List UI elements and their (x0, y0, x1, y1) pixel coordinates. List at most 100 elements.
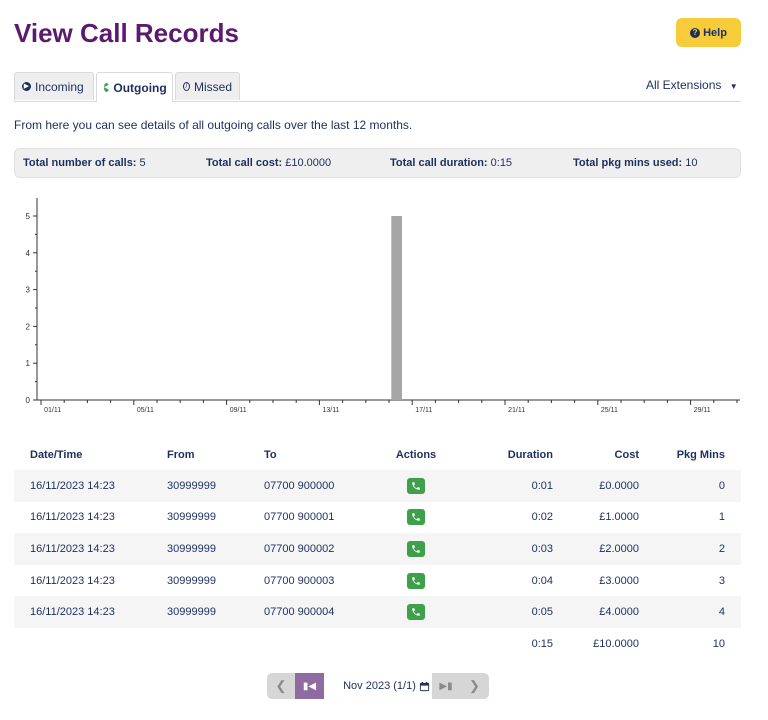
step-forward-icon: ▶▮ (439, 680, 453, 692)
x-tick-label: 13/11 (323, 407, 340, 414)
cell-pkg-mins: 1 (718, 511, 725, 524)
table-row: 16/11/2023 14:23 30999999 07700 900003 0… (14, 565, 741, 597)
calendar-icon (419, 681, 429, 691)
cell-duration: 0:05 (531, 606, 553, 619)
cell-duration: 0:01 (531, 479, 553, 492)
x-tick-label: 21/11 (508, 407, 525, 414)
cell-cost: £3.0000 (599, 574, 639, 587)
total-pkg-mins: 10 (712, 637, 725, 650)
pagination: ❮ ▮◀ Nov 2023 (1/1) ▶▮ ❯ (267, 673, 489, 699)
cell-actions (381, 596, 451, 628)
extension-dropdown[interactable]: All Extensions ▼ (646, 78, 738, 92)
cell-empty (381, 628, 451, 660)
summary-bar: Total number of calls: 5 Total call cost… (14, 148, 741, 178)
phone-call-button[interactable] (407, 477, 425, 494)
col-header-pkg-mins[interactable]: Pkg Mins (676, 449, 725, 461)
summary-value: 0:15 (490, 157, 513, 169)
help-label: Help (703, 26, 727, 39)
phone-icon (412, 545, 420, 553)
cell-datetime: 16/11/2023 14:23 (30, 542, 115, 555)
cell-empty (14, 628, 167, 660)
table-row: 16/11/2023 14:23 30999999 07700 900004 0… (14, 596, 741, 628)
summary-label: Total pkg mins used: (573, 157, 683, 169)
x-tick-label: 25/11 (601, 407, 618, 414)
summary-value: 5 (139, 157, 146, 169)
last-page-button[interactable]: ▶▮ (432, 673, 460, 699)
chevron-right-icon: ❯ (469, 678, 480, 693)
cell-from: 30999999 (167, 574, 216, 587)
call-records-table: Date/Time From To Actions Duration Cost … (14, 440, 741, 660)
cell-to: 07700 900001 (264, 511, 335, 524)
cell-from: 30999999 (167, 479, 216, 492)
summary-value: 10 (685, 157, 698, 169)
y-tick-label: 0 (26, 396, 31, 405)
phone-icon (412, 576, 420, 585)
page-label[interactable]: Nov 2023 (1/1) (324, 673, 449, 699)
phone-call-button[interactable] (407, 572, 425, 589)
cell-actions (381, 565, 451, 597)
cell-datetime: 16/11/2023 14:23 (30, 479, 115, 492)
phone-call-button[interactable] (407, 604, 425, 621)
summary-total-cost: Total call cost: £10.0000 (206, 157, 331, 169)
extension-selected: All Extensions (646, 78, 722, 92)
phone-call-button[interactable] (407, 509, 425, 526)
summary-label: Total call duration: (390, 157, 488, 169)
cell-from: 30999999 (167, 542, 216, 555)
col-header-to[interactable]: To (264, 449, 277, 461)
x-tick-label: 17/11 (415, 407, 432, 414)
help-button[interactable]: ? Help (676, 18, 741, 47)
cell-empty (167, 628, 264, 660)
tab-incoming[interactable]: ▶ Incoming (14, 72, 94, 100)
cell-from: 30999999 (167, 511, 216, 524)
summary-total-pkg: Total pkg mins used: 10 (573, 157, 698, 169)
summary-total-duration: Total call duration: 0:15 (390, 157, 512, 169)
cell-cost: £1.0000 (599, 511, 639, 524)
y-tick-label: 4 (26, 249, 31, 258)
arrow-circle-left-icon: ◀ (104, 83, 110, 92)
table-header-row: Date/Time From To Actions Duration Cost … (14, 440, 741, 470)
table-row: 16/11/2023 14:23 30999999 07700 900000 0… (14, 470, 741, 502)
tab-label: Incoming (35, 79, 84, 94)
cell-empty (264, 628, 381, 660)
tab-outgoing[interactable]: ◀ Outgoing (96, 72, 173, 102)
cell-pkg-mins: 0 (718, 479, 725, 492)
phone-icon (412, 482, 420, 490)
cell-cost: £4.0000 (599, 606, 639, 619)
cell-datetime: 16/11/2023 14:23 (30, 574, 115, 587)
phone-icon (412, 608, 420, 616)
calls-chart: 0 1 2 3 4 5 01/11 05/11 09/11 13/11 17/11 21/11 25/1… (26, 198, 740, 414)
col-header-datetime[interactable]: Date/Time (30, 449, 83, 461)
table-row: 16/11/2023 14:23 30999999 07700 900001 0… (14, 502, 741, 534)
phone-icon (412, 513, 420, 522)
cell-duration: 0:04 (531, 574, 553, 587)
cell-from: 30999999 (167, 606, 216, 619)
summary-label: Total call cost: (206, 157, 283, 169)
tab-missed[interactable]: / Missed (175, 72, 240, 100)
y-tick-label: 5 (26, 212, 31, 221)
cell-duration: 0:03 (531, 542, 553, 555)
next-page-button[interactable]: ❯ (460, 673, 489, 699)
chevron-left-icon: ❮ (275, 678, 287, 693)
first-page-button[interactable]: ▮◀ (295, 673, 324, 699)
page-title: View Call Records (14, 18, 239, 48)
col-header-from[interactable]: From (167, 449, 195, 461)
summary-value: £10.0000 (285, 157, 332, 169)
phone-call-button[interactable] (407, 540, 425, 557)
cell-duration: 0:02 (531, 511, 553, 524)
x-tick-label: 09/11 (230, 407, 247, 414)
question-circle-icon: ? (690, 27, 701, 38)
chart-bar (391, 216, 402, 400)
page-label-text: Nov 2023 (1/1) (343, 680, 416, 692)
cell-pkg-mins: 3 (718, 574, 725, 587)
caret-down-icon: ▼ (729, 82, 738, 91)
cell-cost: £2.0000 (599, 542, 639, 555)
y-tick-label: 3 (26, 286, 31, 295)
col-header-duration[interactable]: Duration (507, 449, 553, 461)
tab-label: Outgoing (113, 80, 167, 95)
cell-pkg-mins: 2 (718, 542, 725, 555)
x-tick-label: 05/11 (137, 407, 154, 414)
prev-page-button[interactable]: ❮ (267, 673, 295, 699)
page-description: From here you can see details of all out… (14, 118, 413, 132)
cell-to: 07700 900003 (264, 574, 335, 587)
col-header-cost[interactable]: Cost (614, 449, 639, 461)
